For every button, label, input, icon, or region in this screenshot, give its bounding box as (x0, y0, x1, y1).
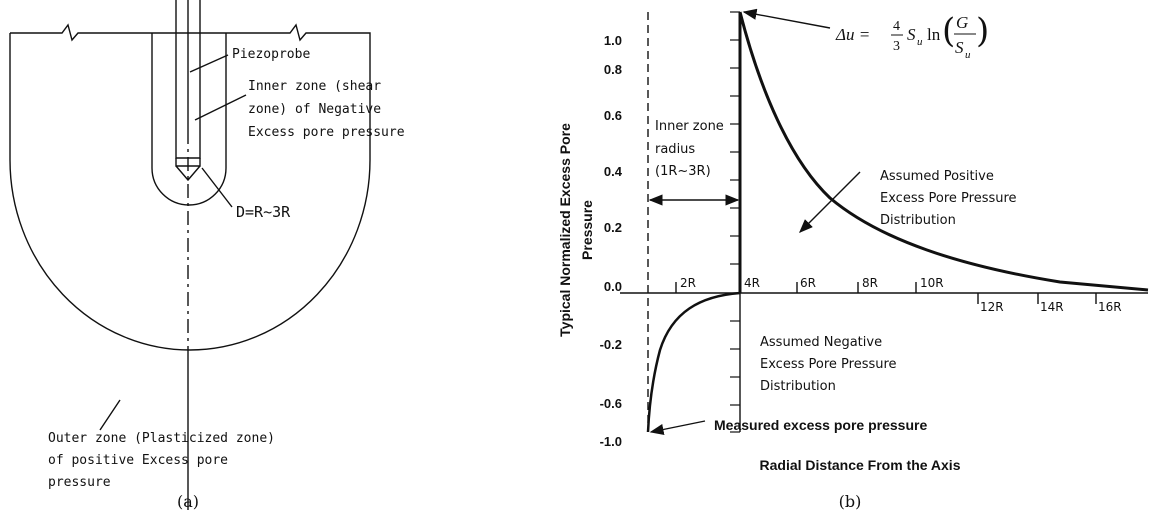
x-tick-label: 10R (920, 276, 944, 290)
annotation: Excess Pore Pressure (760, 357, 897, 372)
axis-title: Typical Normalized Excess Pore (557, 123, 573, 337)
caption: (b) (839, 492, 862, 511)
annotation: Assumed Negative (760, 335, 882, 350)
y-tick-label: 0.6 (604, 108, 622, 123)
formula-part: u (917, 36, 923, 48)
axis-title: Pressure (579, 200, 595, 260)
svg-text:): ) (976, 11, 989, 51)
x-tick-label: 8R (862, 276, 878, 290)
y-tick-label: -0.2 (600, 337, 622, 352)
panel-a-drawing (9, 0, 371, 510)
y-tick-label: 0.8 (604, 62, 622, 77)
y-tick-label: 0.2 (604, 220, 622, 235)
label: Piezoprobe (232, 47, 310, 62)
formula-part: Δu = (835, 25, 870, 44)
x-tick-label: 2R (680, 276, 696, 290)
annotation: Inner zone (655, 119, 724, 134)
formula-part: S (907, 25, 916, 44)
y-ticks: 1.0 0.8 0.6 0.4 0.2 0.0 -0.2 -0.6 -1.0 (600, 11, 740, 449)
annotation: Excess Pore Pressure (880, 191, 1017, 206)
annotation: radius (655, 142, 695, 157)
annotation: (1R~3R) (655, 164, 711, 179)
x-tick-label: 12R (980, 300, 1004, 314)
panel-b-drawing (620, 8, 1149, 435)
formula-part: S (955, 38, 964, 57)
x-tick-label: 16R (1098, 300, 1122, 314)
x-tick-label: 6R (800, 276, 816, 290)
y-tick-label: 0.4 (604, 164, 623, 179)
label: Excess pore pressure (248, 125, 405, 140)
annotation: Distribution (880, 213, 956, 228)
y-tick-label: 1.0 (604, 33, 622, 48)
label: D=R~3R (236, 203, 291, 221)
label: pressure (48, 475, 111, 490)
formula-part: G (956, 13, 968, 32)
svg-text:(: ( (942, 11, 955, 51)
y-tick-label: 0.0 (604, 279, 622, 294)
formula-part: u (965, 49, 971, 61)
label: zone) of Negative (248, 102, 381, 117)
formula-part: 3 (893, 39, 900, 54)
annotation: Distribution (760, 379, 836, 394)
axis-title: Radial Distance From the Axis (760, 457, 961, 473)
x-tick-label: 4R (744, 276, 760, 290)
caption: (a) (177, 492, 199, 511)
formula: Δu = 4 3 S u ln ( G S u ) (835, 11, 989, 61)
label: Inner zone (shear (248, 79, 381, 94)
formula-part: 4 (893, 19, 900, 34)
label: Outer zone (Plasticized zone) (48, 431, 275, 446)
annotation: Measured excess pore pressure (714, 417, 927, 433)
x-tick-label: 14R (1040, 300, 1064, 314)
annotation: Assumed Positive (880, 169, 994, 184)
y-tick-label: -0.6 (600, 396, 622, 411)
label: of positive Excess pore (48, 453, 228, 468)
y-tick-label: -1.0 (600, 434, 622, 449)
formula-part: ln (927, 25, 941, 44)
